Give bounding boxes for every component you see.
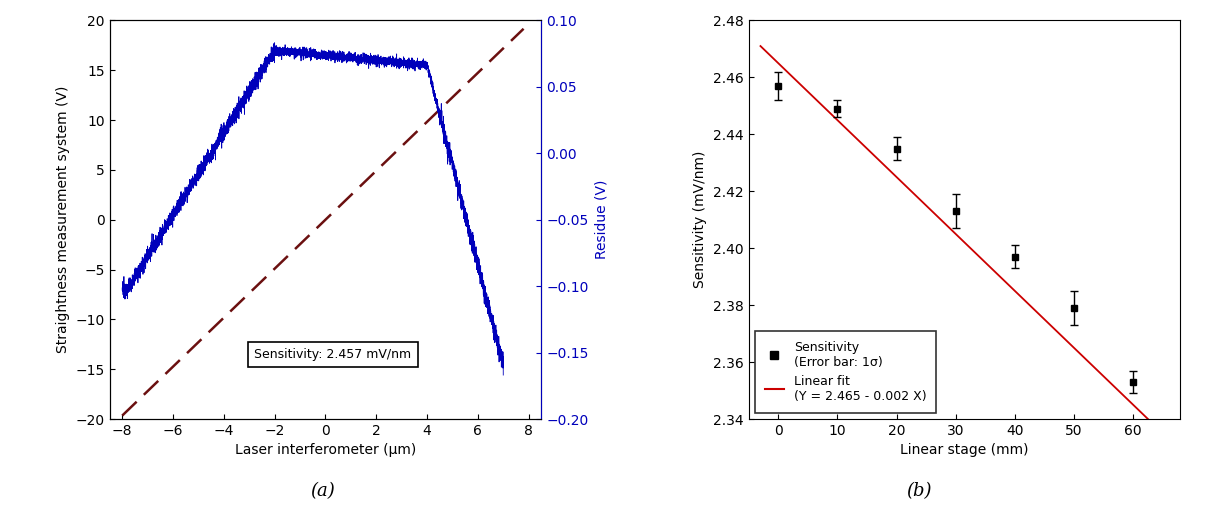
- Y-axis label: Residue (V): Residue (V): [594, 180, 608, 260]
- Text: Sensitivity: 2.457 mV/nm: Sensitivity: 2.457 mV/nm: [254, 348, 411, 361]
- Y-axis label: Straightness measurement system (V): Straightness measurement system (V): [56, 86, 69, 354]
- Y-axis label: Sensitivity (mV/nm): Sensitivity (mV/nm): [694, 151, 707, 288]
- Legend: Sensitivity
(Error bar: 1σ), Linear fit
(Y = 2.465 - 0.002 X): Sensitivity (Error bar: 1σ), Linear fit …: [755, 331, 936, 413]
- X-axis label: Laser interferometer (μm): Laser interferometer (μm): [235, 444, 416, 457]
- Text: (a): (a): [310, 482, 335, 500]
- Text: (b): (b): [907, 482, 931, 500]
- X-axis label: Linear stage (mm): Linear stage (mm): [901, 444, 1028, 457]
